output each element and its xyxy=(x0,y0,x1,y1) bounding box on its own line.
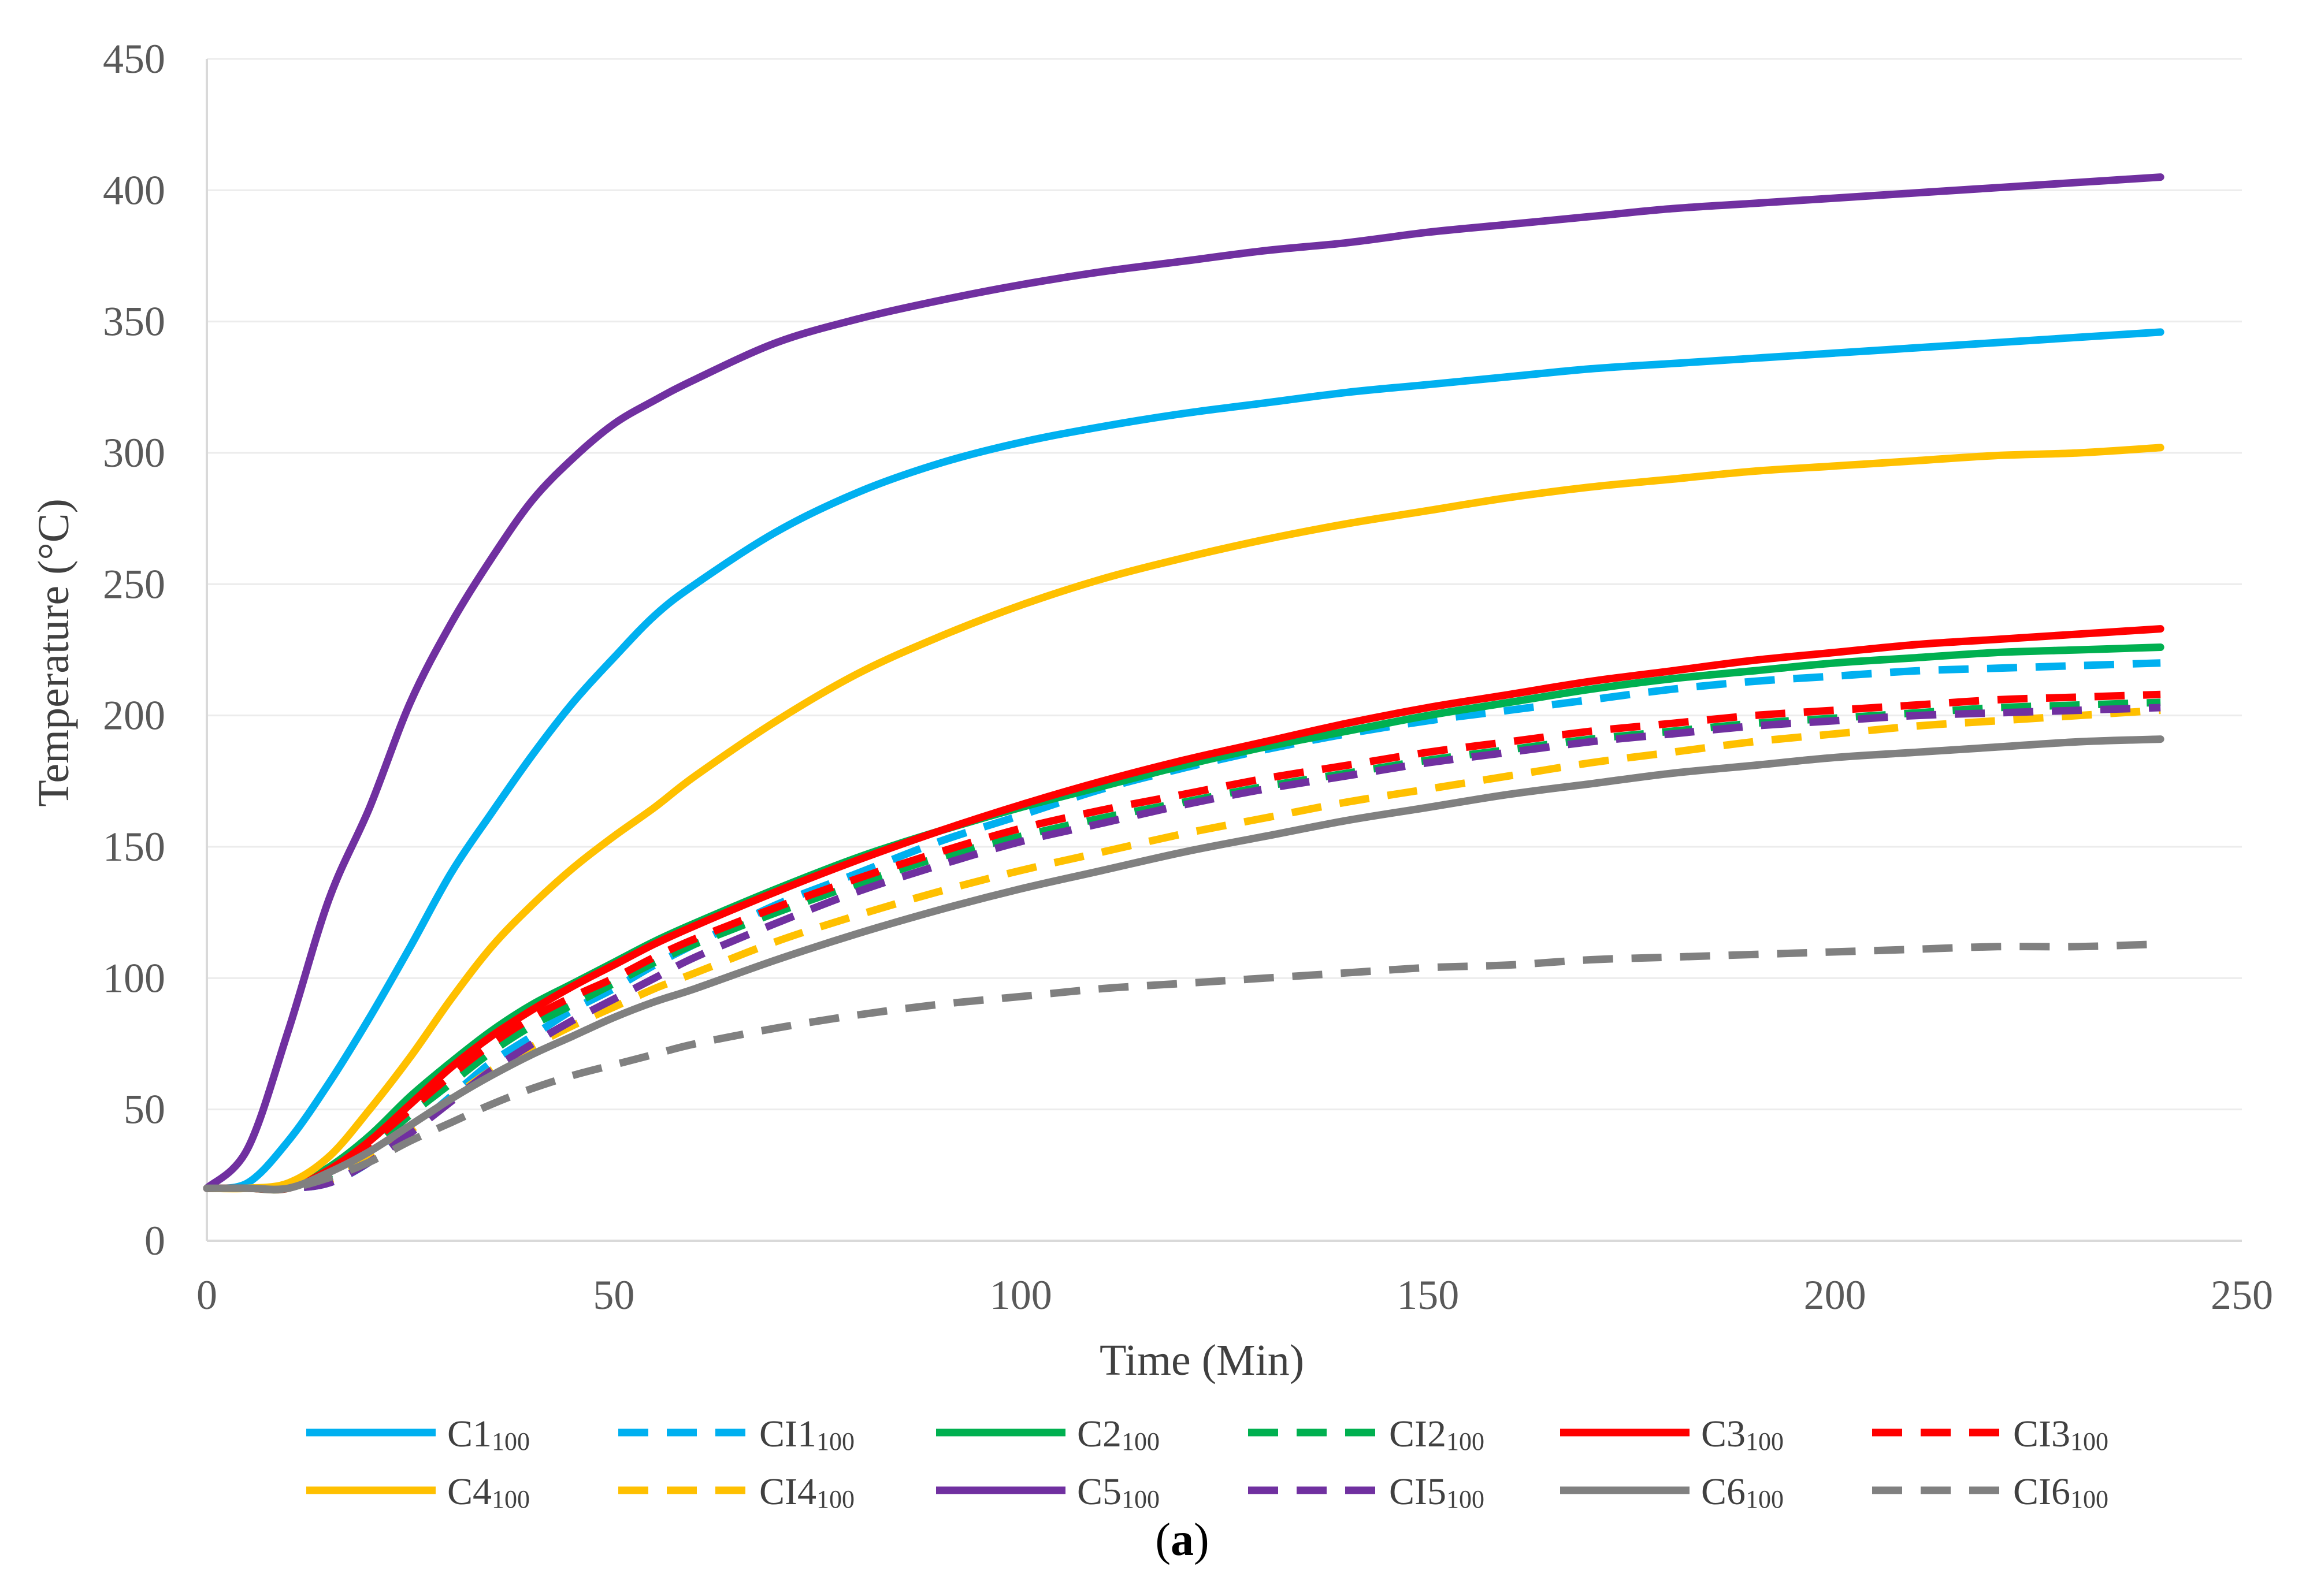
legend-label: CI3100 xyxy=(2013,1413,2108,1456)
legend-item-c4: C4100 xyxy=(306,1471,530,1513)
legend-label: CI2100 xyxy=(1389,1413,1484,1456)
legend-item-ci6: CI6100 xyxy=(1872,1471,2108,1513)
legend-item-c1: C1100 xyxy=(306,1413,530,1456)
y-tick-label: 0 xyxy=(144,1218,165,1264)
legend-item-c3: C3100 xyxy=(1560,1413,1784,1456)
x-tick-label: 0 xyxy=(196,1272,217,1318)
caption-open-paren: ( xyxy=(1155,1515,1171,1565)
y-axis-title: Temperature (°C) xyxy=(29,498,78,807)
y-tick-label: 200 xyxy=(103,693,165,739)
x-tick-label: 200 xyxy=(1804,1272,1866,1318)
series-line-c1 xyxy=(203,328,2164,1192)
caption-letter: a xyxy=(1171,1515,1194,1565)
legend-label: CI4100 xyxy=(759,1471,855,1513)
legend-item-c5: C5100 xyxy=(936,1471,1160,1513)
legend-label: CI1100 xyxy=(759,1413,855,1456)
series-line-c4 xyxy=(203,444,2164,1193)
y-tick-label: 300 xyxy=(103,430,165,476)
y-tick-label: 100 xyxy=(103,955,165,1001)
legend-item-ci2: CI2100 xyxy=(1248,1413,1484,1456)
legend-item-ci4: CI4100 xyxy=(618,1471,855,1513)
y-tick-label: 400 xyxy=(103,167,165,213)
series-line-c5 xyxy=(203,173,2164,1192)
x-tick-label: 150 xyxy=(1397,1272,1459,1318)
series-lines xyxy=(203,173,2164,1194)
tick-labels: 0 50 100 150 200 250 300 350 400 450 0 50 100 150 200 2… xyxy=(103,36,2273,1318)
series-line-ci3 xyxy=(207,690,2161,1193)
y-tick-label: 50 xyxy=(124,1087,165,1133)
legend-label: C2100 xyxy=(1077,1413,1160,1456)
series-line-ci6 xyxy=(207,940,2161,1193)
legend-item-c2: C2100 xyxy=(936,1413,1160,1456)
legend: C1100 CI1100 C2100 CI2100 C3100 CI3100 C4100 CI… xyxy=(306,1413,2108,1513)
legend-item-ci1: CI1100 xyxy=(618,1413,855,1456)
legend-label: C6100 xyxy=(1701,1471,1784,1513)
figure-caption: (a) xyxy=(1155,1515,1209,1565)
x-axis-title: Time (Min) xyxy=(1100,1336,1304,1385)
legend-label: C5100 xyxy=(1077,1471,1160,1513)
series-line-c6 xyxy=(203,735,2164,1193)
caption-close-paren: ) xyxy=(1194,1515,1209,1565)
legend-label: C4100 xyxy=(447,1471,530,1513)
legend-item-c6: C6100 xyxy=(1560,1471,1784,1513)
legend-label: CI5100 xyxy=(1389,1471,1484,1513)
legend-label: CI6100 xyxy=(2013,1471,2108,1513)
y-tick-label: 250 xyxy=(103,561,165,607)
legend-item-ci3: CI3100 xyxy=(1872,1413,2108,1456)
x-tick-label: 50 xyxy=(593,1272,634,1318)
y-tick-label: 450 xyxy=(103,36,165,82)
axes xyxy=(206,59,2242,1242)
x-tick-label: 250 xyxy=(2211,1272,2273,1318)
legend-label: C1100 xyxy=(447,1413,530,1456)
series-line-c3 xyxy=(203,625,2164,1193)
legend-item-ci5: CI5100 xyxy=(1248,1471,1484,1513)
legend-label: C3100 xyxy=(1701,1413,1784,1456)
x-tick-label: 100 xyxy=(990,1272,1052,1318)
y-tick-label: 350 xyxy=(103,299,165,345)
y-tick-label: 150 xyxy=(103,824,165,870)
